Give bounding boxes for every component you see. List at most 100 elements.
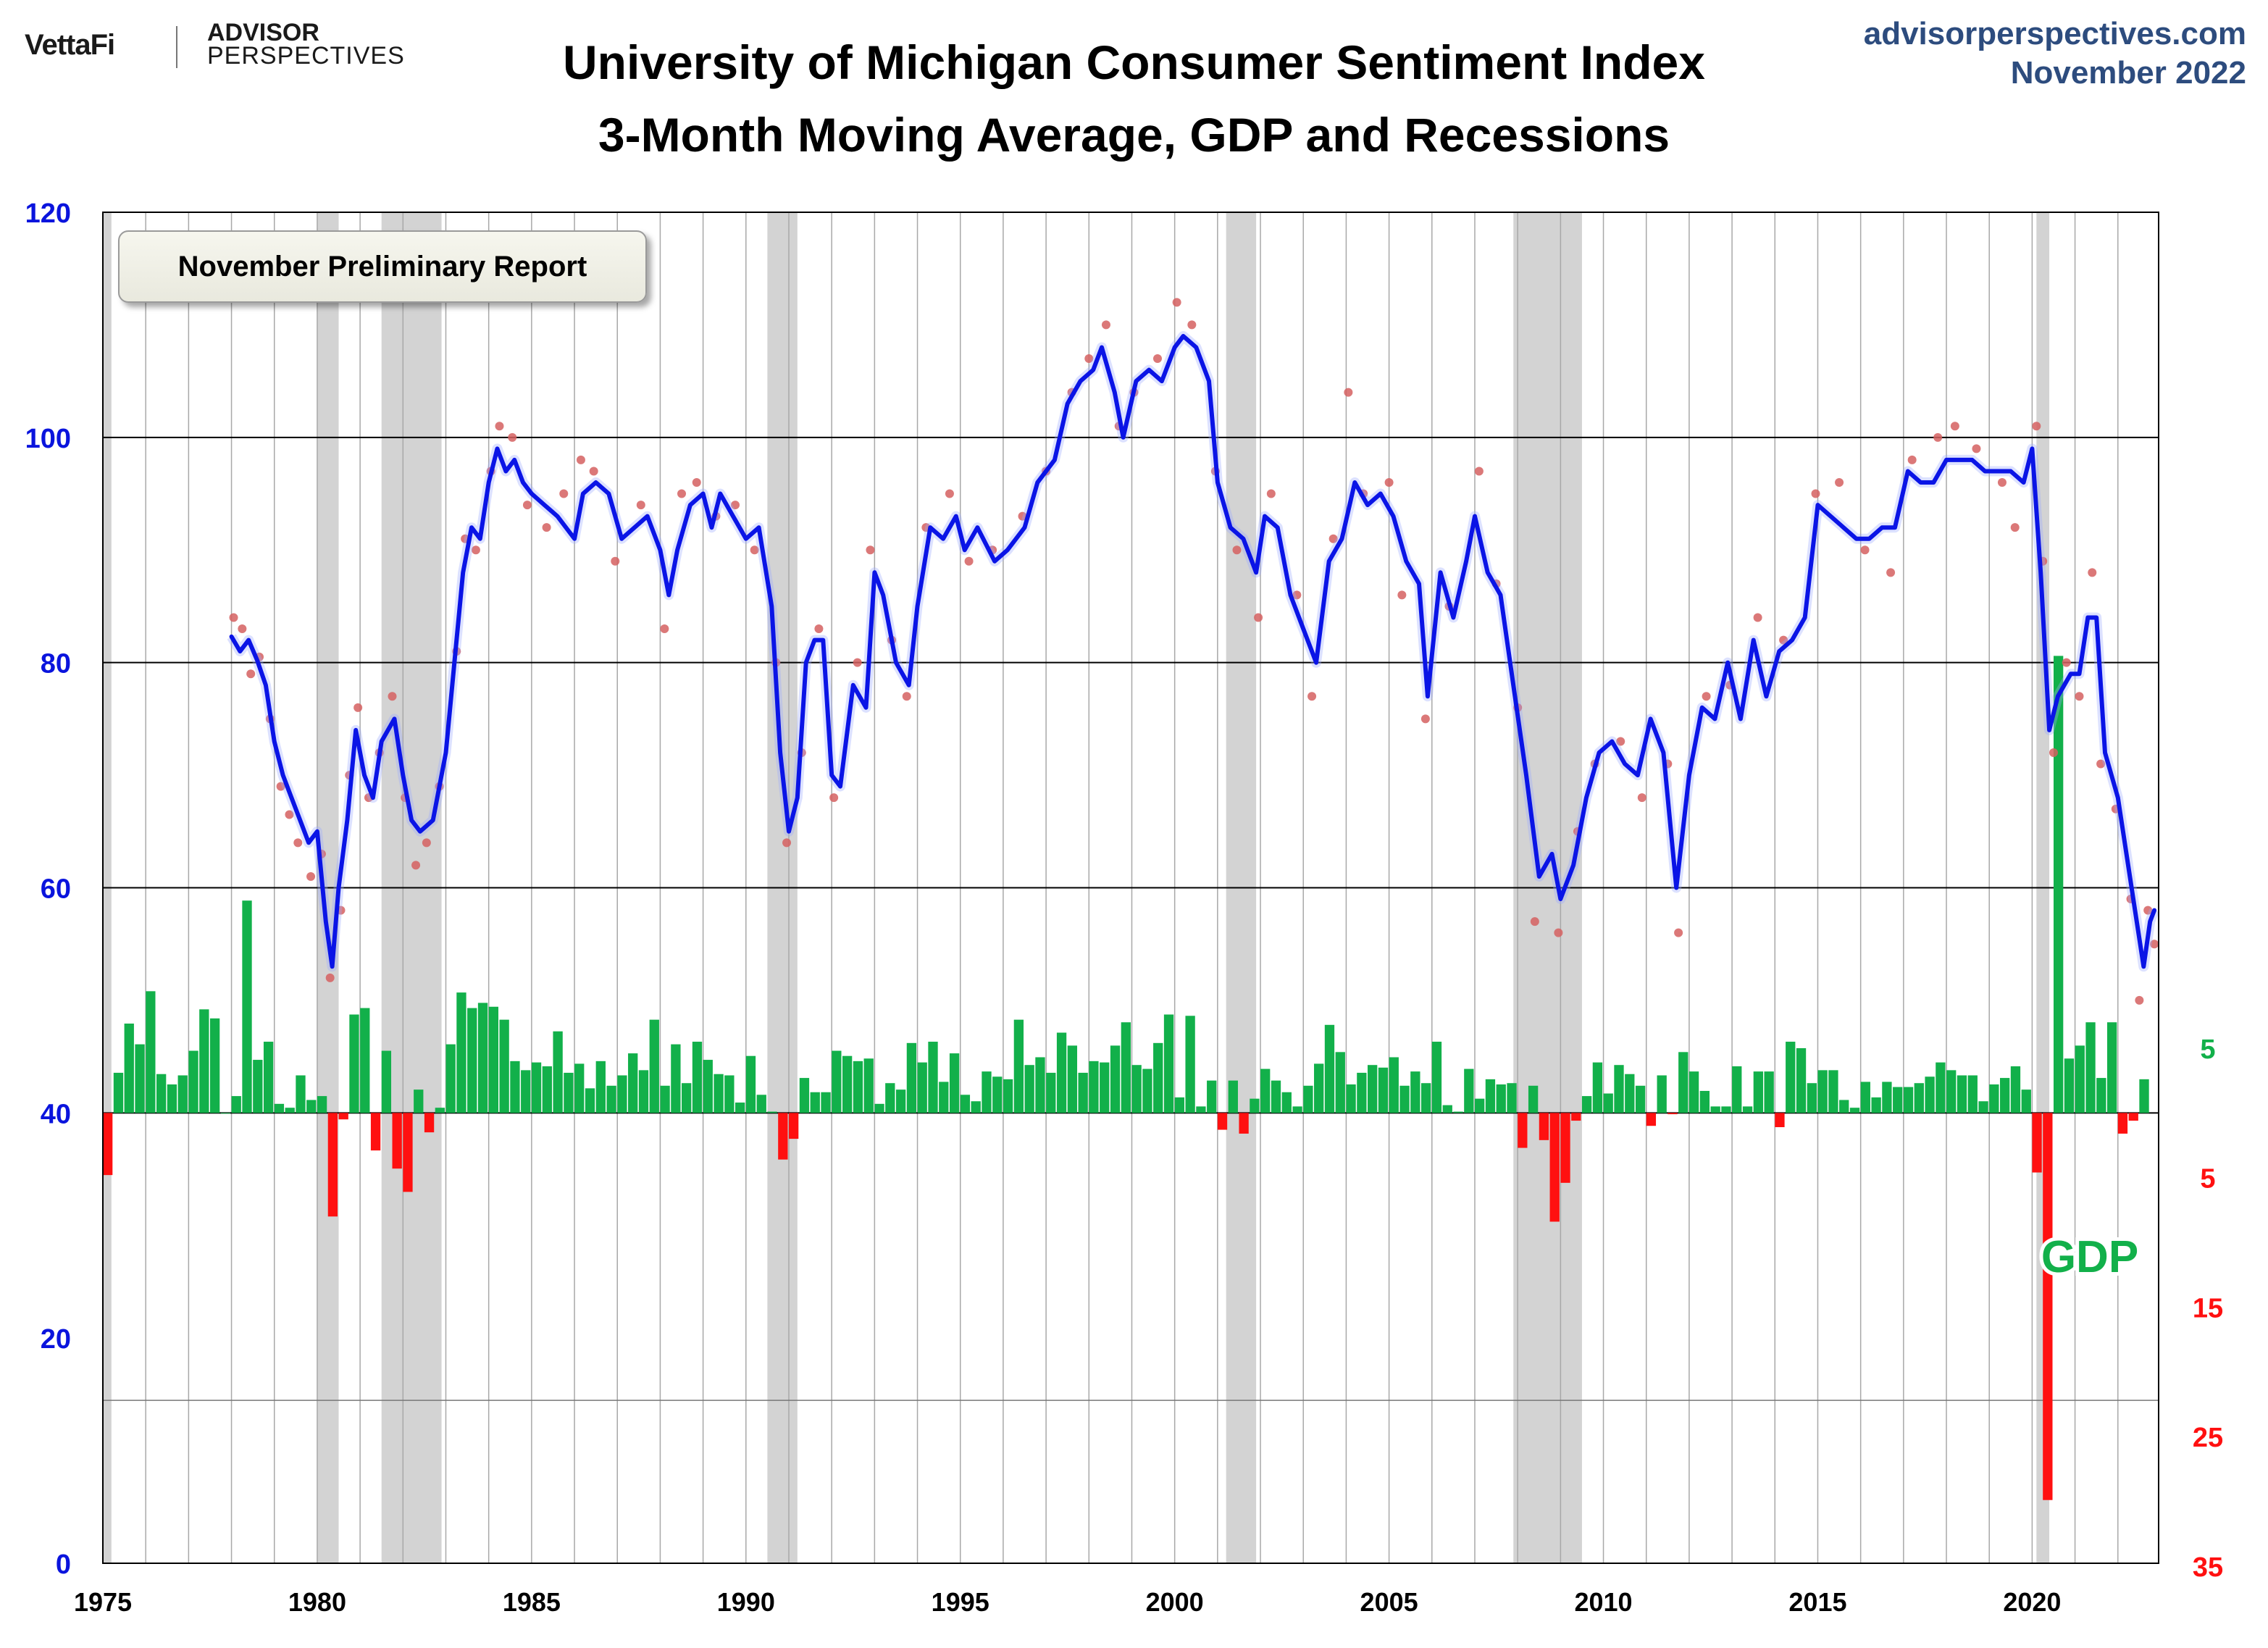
gdp-bar	[1228, 1080, 1238, 1113]
sentiment-dot	[750, 545, 759, 555]
source-block: advisorperspectives.com November 2022	[1864, 14, 2246, 93]
gdp-bar	[1024, 1065, 1034, 1113]
gdp-bar	[327, 1113, 338, 1217]
gdp-bar	[296, 1075, 306, 1113]
sentiment-dot	[1702, 692, 1711, 701]
gdp-bar	[199, 1009, 209, 1113]
gdp-bar	[1271, 1080, 1281, 1113]
gdp-bar	[564, 1072, 574, 1113]
x-tick-label: 2010	[1574, 1587, 1632, 1617]
x-tick-label: 1980	[288, 1587, 346, 1617]
sentiment-dot	[2143, 905, 2153, 915]
gdp-bar	[1689, 1071, 1699, 1113]
gdp-bar	[682, 1083, 692, 1113]
sentiment-dot	[2062, 658, 2071, 667]
gdp-bar	[660, 1085, 670, 1113]
gdp-bar	[1281, 1092, 1292, 1113]
y-right-tick-label: 25	[2193, 1423, 2223, 1453]
gdp-bar	[1399, 1085, 1410, 1113]
x-tick-label: 2020	[2003, 1587, 2061, 1617]
gdp-bar	[370, 1113, 381, 1151]
gdp-bar	[2085, 1022, 2096, 1113]
sentiment-dot	[471, 545, 480, 555]
gdp-bar	[1635, 1085, 1646, 1113]
gdp-bar	[1474, 1098, 1485, 1113]
moving-average-line	[227, 331, 2159, 972]
sentiment-dot	[611, 556, 620, 566]
plot-frame	[102, 212, 2159, 1564]
gdp-bar	[1207, 1080, 1217, 1113]
gdp-bar	[1742, 1106, 1753, 1113]
site-link[interactable]: advisorperspectives.com	[1863, 16, 2246, 51]
gdp-bar	[1324, 1024, 1335, 1113]
gdp-bar	[1849, 1108, 1860, 1113]
gdp-bar	[1560, 1113, 1570, 1183]
gdp-bar	[1646, 1113, 1657, 1126]
gdp-bar	[2096, 1078, 2106, 1113]
report-label: November Preliminary Report	[118, 230, 647, 303]
sentiment-dot	[945, 489, 954, 498]
sentiment-dot	[1232, 545, 1242, 555]
sentiment-dot	[1101, 320, 1110, 330]
gdp-bar	[317, 1096, 327, 1113]
gdp-bar	[467, 1008, 477, 1113]
gdp-bar	[274, 1103, 285, 1113]
gdp-bar	[1817, 1070, 1828, 1113]
gdp-bar	[1699, 1090, 1710, 1113]
sentiment-dot	[411, 861, 421, 870]
gdp-bar	[1549, 1113, 1560, 1222]
gdp-bar	[778, 1113, 788, 1160]
gdp-bar	[1796, 1047, 1807, 1113]
gdp-bar	[1657, 1075, 1667, 1113]
gdp-bar	[1989, 1084, 1999, 1113]
y-right-tick-label: 15	[2193, 1293, 2223, 1323]
sentiment-dot	[660, 624, 669, 634]
x-tick-label: 1975	[74, 1587, 132, 1617]
monthly-sentiment-dots	[229, 298, 2159, 1005]
x-tick-label: 1990	[717, 1587, 775, 1617]
gdp-bar	[188, 1050, 198, 1113]
sentiment-dot	[293, 838, 303, 848]
gdp-bar	[1967, 1075, 1978, 1113]
gdp-bar	[574, 1063, 585, 1113]
sentiment-dot	[2135, 995, 2144, 1005]
y-right-tick-label: 5	[2200, 1034, 2215, 1065]
gdp-bar	[263, 1042, 274, 1113]
gdp-bar	[863, 1058, 874, 1113]
sentiment-dot	[576, 455, 585, 464]
y-left-tick-label: 60	[41, 874, 71, 905]
sentiment-dot	[1811, 489, 1820, 498]
gdp-bar	[113, 1072, 124, 1113]
gdp-bar	[1314, 1063, 1324, 1113]
gdp-bar	[1346, 1084, 1356, 1113]
gdp-bar	[1357, 1072, 1367, 1113]
y-left-tick-label: 80	[41, 649, 71, 679]
perspectives-logo-word: PERSPECTIVES	[207, 42, 405, 70]
gdp-bar	[917, 1062, 927, 1113]
gdp-bar	[1174, 1097, 1184, 1113]
gdp-bar	[1539, 1113, 1549, 1140]
gdp-bar	[606, 1085, 616, 1113]
gdp-bar	[724, 1075, 735, 1113]
gdp-bar	[1903, 1087, 1914, 1113]
sentiment-dot	[829, 793, 839, 803]
sentiment-dot	[1474, 467, 1484, 476]
gdp-bar	[703, 1060, 713, 1113]
sentiment-dot	[1886, 568, 1896, 577]
gdp-bar	[2043, 1113, 2053, 1500]
sentiment-dot	[1187, 320, 1197, 330]
gdp-bar	[1142, 1068, 1152, 1113]
moving-average-halo	[227, 331, 2159, 972]
gdp-bar	[1893, 1087, 1903, 1113]
publication-date: November 2022	[2010, 55, 2246, 91]
gdp-bar	[231, 1096, 241, 1113]
y-left-tick-label: 20	[41, 1324, 71, 1355]
gdp-bar	[1828, 1070, 1838, 1113]
sentiment-dot	[422, 838, 431, 848]
gdp-bar	[1667, 1113, 1678, 1115]
gdp-bar	[1464, 1068, 1474, 1113]
gdp-bar	[156, 1074, 167, 1113]
x-tick-label: 2005	[1360, 1587, 1418, 1617]
chart-subtitle: 3-Month Moving Average, GDP and Recessio…	[598, 108, 1670, 162]
